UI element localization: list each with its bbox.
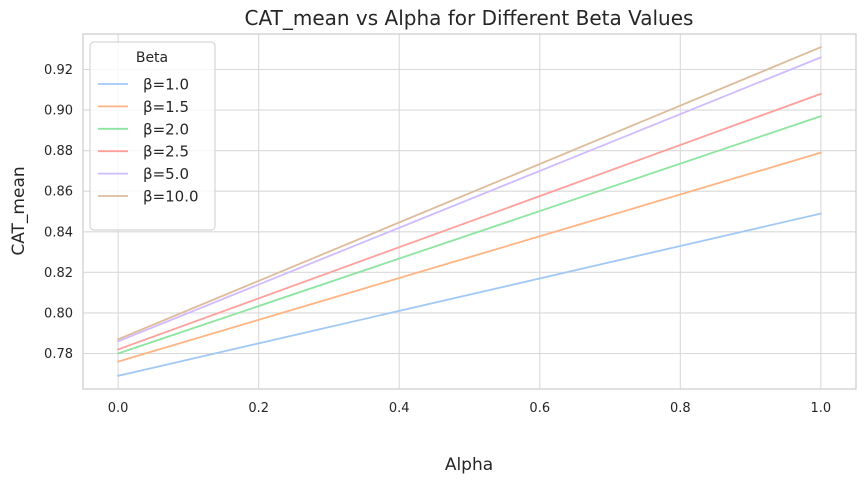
x-tick-label: 0.4: [389, 401, 410, 416]
series-line-2: [117, 151, 822, 363]
legend-item: β=10.0: [98, 188, 199, 206]
legend-item: β=1.5: [98, 98, 189, 116]
legend-label: β=2.5: [143, 143, 189, 161]
series-line-5: [116, 56, 823, 343]
x-axis-label: Alpha: [445, 455, 493, 475]
y-axis-label: CAT_mean: [9, 166, 29, 255]
chart-title: CAT_mean vs Alpha for Different Beta Val…: [245, 6, 694, 30]
legend-item: β=2.5: [98, 143, 189, 161]
series-line-6: [116, 46, 823, 341]
series-line-4: [116, 92, 823, 351]
series-lines: [116, 46, 823, 377]
y-tick-label: 0.90: [44, 104, 73, 119]
y-tick-label: 0.92: [44, 63, 73, 78]
plot-frame: [82, 33, 857, 390]
y-tick-label: 0.82: [44, 266, 73, 281]
legend: Beta β=1.0 β=1.5 β=2.0 β=2.5 β=5.0 β=10.0: [89, 41, 216, 231]
legend-item: β=2.0: [98, 120, 189, 138]
legend-label: β=5.0: [143, 165, 189, 183]
legend-label: β=2.0: [143, 120, 189, 138]
legend-title: Beta: [136, 50, 168, 66]
y-tick-label: 0.78: [44, 347, 73, 362]
x-tick-label: 0.8: [670, 401, 691, 416]
legend-box: [89, 41, 216, 231]
legend-label: β=10.0: [143, 188, 199, 206]
x-tick-label: 0.0: [108, 401, 129, 416]
x-tick-label: 0.6: [529, 401, 550, 416]
legend-item: β=1.0: [98, 76, 189, 94]
grid: [83, 34, 856, 389]
legend-items: β=1.0 β=1.5 β=2.0 β=2.5 β=5.0 β=10.0: [98, 76, 199, 206]
x-axis-ticks: 0.0 0.2 0.4 0.6 0.8 1.0: [108, 401, 831, 416]
x-tick-label: 1.0: [811, 401, 832, 416]
y-tick-label: 0.84: [44, 225, 73, 240]
legend-label: β=1.0: [143, 76, 189, 94]
y-tick-label: 0.86: [44, 185, 73, 200]
y-tick-label: 0.80: [44, 306, 73, 321]
legend-item: β=5.0: [98, 165, 189, 183]
legend-label: β=1.5: [143, 98, 189, 116]
x-tick-label: 0.2: [248, 401, 269, 416]
y-axis-ticks: 0.78 0.80 0.82 0.84 0.86 0.88 0.90 0.92: [44, 63, 73, 362]
series-line-3: [116, 115, 823, 355]
series-line-1: [117, 212, 822, 377]
y-tick-label: 0.88: [44, 144, 73, 159]
